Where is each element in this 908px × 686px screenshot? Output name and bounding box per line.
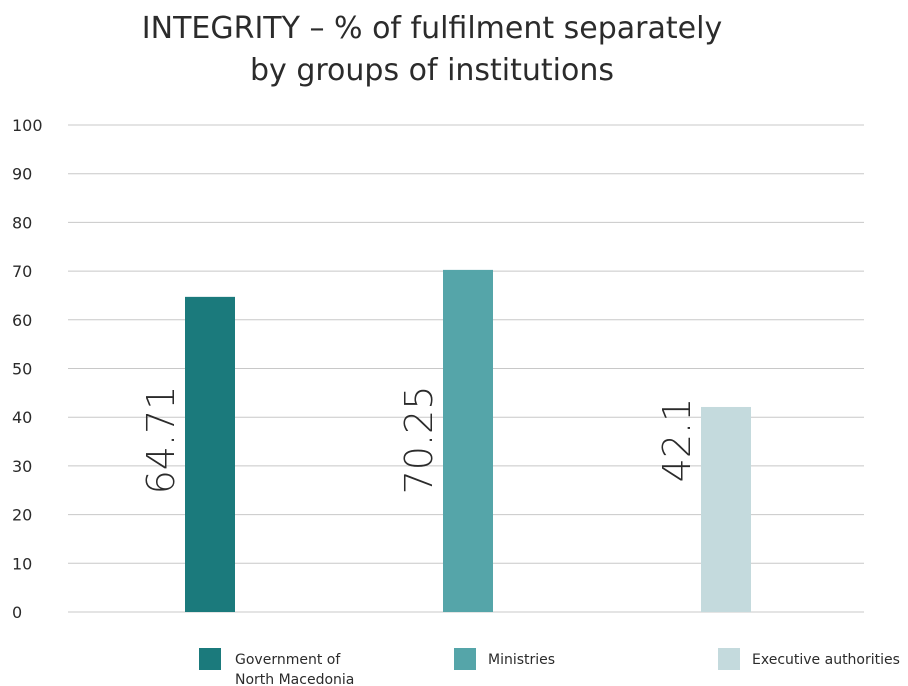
legend-swatch-3 — [718, 648, 740, 670]
y-tick-label-70: 70 — [12, 262, 32, 281]
chart-title-line-1: INTEGRITY – % of fulfilment separately — [142, 11, 722, 46]
y-tick-label-90: 90 — [12, 165, 32, 184]
legend-item-3: Executive authorities — [718, 648, 900, 670]
y-tick-label-0: 0 — [12, 603, 22, 622]
legend-item-1: Government of North Macedonia — [199, 648, 354, 686]
legend-label-1-line-1: Government of — [235, 652, 341, 668]
y-tick-label-100: 100 — [12, 116, 43, 135]
chart-title-line-2: by groups of institutions — [250, 53, 614, 88]
y-tick-label-30: 30 — [12, 457, 32, 476]
y-tick-label-50: 50 — [12, 360, 32, 379]
legend-item-2: Ministries — [454, 648, 555, 670]
data-label-2: 70.25 — [397, 386, 441, 495]
y-tick-label-80: 80 — [12, 213, 32, 232]
legend-label-1-line-2: North Macedonia — [235, 672, 354, 686]
bar-2 — [443, 269, 493, 612]
legend: Government of North Macedonia Ministries Ex… — [199, 648, 900, 686]
data-label-1: 64.71 — [139, 386, 183, 495]
y-tick-label-60: 60 — [12, 311, 32, 330]
chart-title: INTEGRITY – % of fulfilment separately b… — [142, 11, 722, 88]
bars — [185, 269, 751, 612]
data-labels: 64.71 70.25 42.1 — [139, 386, 699, 495]
legend-label-2-line-1: Ministries — [488, 652, 555, 668]
y-tick-label-40: 40 — [12, 408, 32, 427]
y-tick-label-10: 10 — [12, 554, 32, 573]
y-tick-label-20: 20 — [12, 506, 32, 525]
y-axis-tick-labels: 0 10 20 30 40 50 60 70 80 90 100 — [12, 116, 43, 622]
bar-3 — [701, 406, 751, 612]
legend-swatch-1 — [199, 648, 221, 670]
bar-1 — [185, 296, 235, 612]
data-label-3: 42.1 — [655, 398, 699, 483]
legend-label-3-line-1: Executive authorities — [752, 652, 900, 668]
legend-swatch-2 — [454, 648, 476, 670]
